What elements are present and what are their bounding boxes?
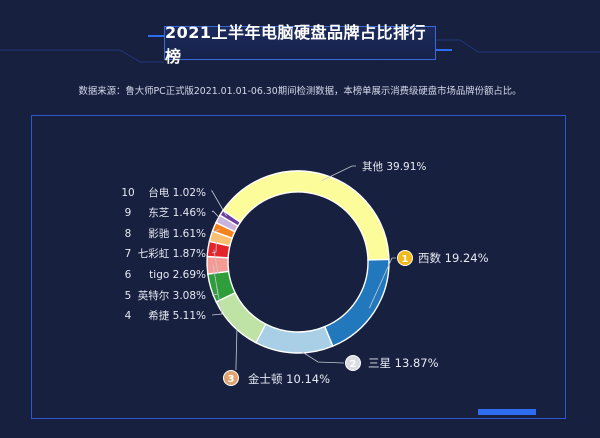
rank-number: 8 (125, 228, 132, 240)
rank-badge (223, 370, 239, 386)
chart-panel (31, 115, 566, 419)
slice-label: 西数 19.24% (418, 251, 489, 265)
rank-number: 6 (125, 269, 132, 281)
rank-number: 7 (125, 248, 132, 260)
slice-label: 英特尔 3.08% (138, 289, 206, 302)
slice-label: 影驰 1.61% (148, 227, 206, 240)
rank-number: 4 (125, 310, 132, 322)
rank-badge-number: 1 (402, 254, 409, 265)
leader-line (211, 249, 219, 275)
slice-label: 三星 13.87% (368, 356, 439, 370)
rank-badge (345, 355, 361, 371)
slice-label: tigo 2.69% (149, 269, 206, 281)
donut-slice (323, 258, 390, 348)
chart-title: 2021上半年电脑硬盘品牌占比排行榜 (165, 23, 427, 66)
leader-line (211, 189, 227, 217)
leader-line (321, 165, 356, 181)
leader-line (235, 321, 238, 370)
donut-slice (255, 323, 334, 354)
leader-line (211, 210, 224, 222)
slice-label: 希捷 5.11% (148, 309, 206, 322)
panel-accent-bar (478, 409, 536, 415)
source-note: 数据来源：鲁大师PC正式版2021.01.01-06.30期间检测数据，本榜单展… (78, 86, 522, 97)
leader-line (211, 286, 223, 316)
title-banner: 2021上半年电脑硬盘品牌占比排行榜 (164, 23, 436, 66)
rank-number: 5 (125, 290, 132, 302)
leader-line (294, 346, 345, 364)
leader-line (211, 265, 219, 296)
slice-label: 东芝 1.46% (148, 206, 206, 219)
donut-slice (222, 170, 390, 261)
slice-label: 其他 39.91% (362, 160, 426, 173)
rank-number: 9 (125, 207, 132, 219)
rank-badge-number: 2 (350, 359, 357, 370)
leader-line (368, 257, 396, 309)
leader-line (211, 228, 220, 234)
leader-line (211, 237, 217, 254)
slice-label: 七彩虹 1.87% (138, 248, 206, 260)
rank-badge (397, 250, 413, 266)
donut-slice (215, 291, 267, 344)
rank-number: 10 (121, 187, 134, 199)
slice-label: 台电 1.02% (148, 186, 206, 199)
slice-label: 金士顿 10.14% (248, 372, 330, 386)
rank-badge-number: 3 (228, 374, 235, 385)
